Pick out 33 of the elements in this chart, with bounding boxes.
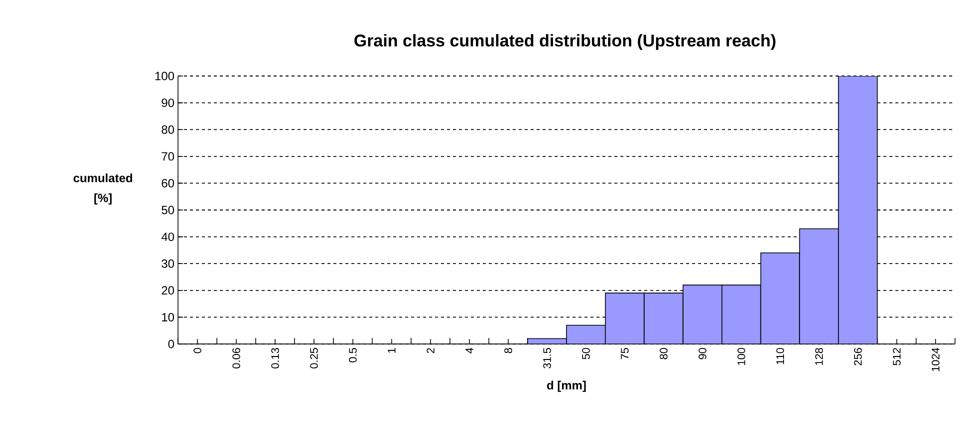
x-tick-label: 128 bbox=[815, 348, 823, 365]
x-tick-label: 512 bbox=[892, 348, 901, 366]
x-tick-label: 100 bbox=[737, 348, 746, 365]
y-tick-label: 90 bbox=[162, 98, 174, 108]
x-tick-label: 0.06 bbox=[232, 348, 240, 368]
x-tick-label: 0.25 bbox=[310, 348, 318, 368]
y-tick-label: 70 bbox=[162, 152, 174, 161]
y-tick-label: 40 bbox=[161, 232, 174, 242]
x-tick-label: 1024 bbox=[932, 348, 940, 372]
x-tick-label: 2 bbox=[426, 348, 434, 354]
y-tick-label: 100 bbox=[155, 72, 174, 80]
x-tick-label: 256 bbox=[854, 348, 862, 366]
chart-title: Grain class cumulated distribution (Upstream reach) bbox=[354, 34, 776, 50]
x-tick-label: 0.5 bbox=[348, 348, 357, 362]
x-tick-label: 50 bbox=[582, 348, 590, 360]
y-tick-label: 10 bbox=[162, 312, 174, 322]
x-axis-title: d [mm] bbox=[547, 380, 586, 392]
x-tick-label: 75 bbox=[620, 348, 629, 360]
x-tick-label: 80 bbox=[660, 348, 668, 360]
y-tick-label: 80 bbox=[162, 125, 174, 134]
x-tick-label: 1 bbox=[388, 348, 396, 353]
x-tick-label: 110 bbox=[776, 348, 784, 364]
y-tick-label: 20 bbox=[162, 286, 174, 295]
y-tick-label: 50 bbox=[162, 206, 174, 214]
y-tick-label: 30 bbox=[162, 259, 174, 268]
x-tick-label: 4 bbox=[466, 348, 474, 354]
x-tick-label: 90 bbox=[698, 348, 706, 360]
y-axis-title: cumulated [%] bbox=[74, 173, 132, 205]
x-tick-label: 0.13 bbox=[271, 348, 280, 368]
y-tick-label: 60 bbox=[162, 178, 174, 188]
x-tick-label: 8 bbox=[504, 348, 512, 354]
x-tick-label: 31.5 bbox=[543, 348, 551, 368]
x-tick-label: 0 bbox=[194, 348, 202, 354]
